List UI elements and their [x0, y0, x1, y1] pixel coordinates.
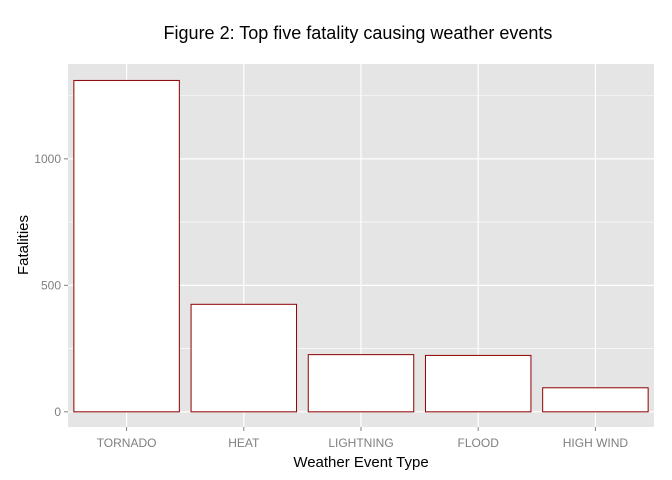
- chart-title: Figure 2: Top five fatality causing weat…: [164, 23, 553, 43]
- y-tick-label: 0: [54, 405, 61, 419]
- y-tick-label: 1000: [34, 152, 61, 166]
- y-tick-label: 500: [41, 278, 61, 292]
- x-tick-label: LIGHTNING: [328, 436, 393, 450]
- bar-lightning: [307, 354, 415, 413]
- x-axis-ticks: TORNADO HEAT LIGHTNING FLOOD HIGH WIND: [97, 427, 629, 450]
- y-axis-title: Fatalities: [15, 215, 32, 275]
- x-tick-label: TORNADO: [97, 436, 157, 450]
- x-tick-label: HIGH WIND: [563, 436, 629, 450]
- bar-tornado: [73, 79, 180, 413]
- bar-heat: [190, 303, 298, 413]
- x-axis-title: Weather Event Type: [293, 454, 428, 471]
- x-tick-label: HEAT: [228, 436, 260, 450]
- x-tick-label: FLOOD: [458, 436, 500, 450]
- bars: [73, 79, 649, 413]
- bar-high-wind: [542, 387, 649, 413]
- y-axis-ticks: 0 500 1000: [34, 152, 68, 419]
- bar-flood: [424, 354, 532, 413]
